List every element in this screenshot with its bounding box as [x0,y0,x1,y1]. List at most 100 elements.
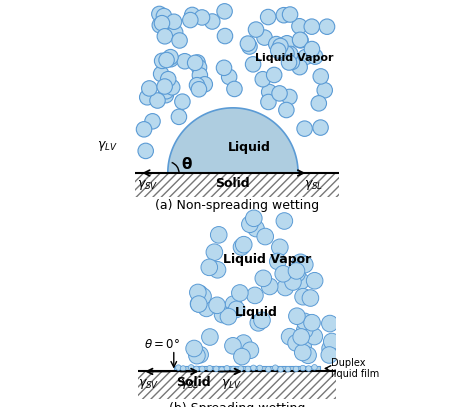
Circle shape [150,93,165,108]
Circle shape [257,30,272,45]
Circle shape [254,312,270,328]
Circle shape [157,28,173,44]
Circle shape [193,366,199,372]
Circle shape [284,54,300,70]
Circle shape [156,8,172,24]
Circle shape [292,254,309,271]
Circle shape [313,69,328,84]
Circle shape [296,322,313,339]
Circle shape [281,55,297,70]
Circle shape [234,348,250,365]
Circle shape [283,46,298,62]
Text: $\gamma_{LV}$: $\gamma_{LV}$ [221,377,242,391]
Circle shape [242,39,257,54]
Circle shape [175,94,190,109]
Circle shape [137,122,152,137]
Circle shape [260,9,276,25]
Circle shape [250,315,266,331]
Text: $\gamma_{LV}$: $\gamma_{LV}$ [97,138,118,153]
Circle shape [262,84,277,100]
Circle shape [272,239,288,256]
Circle shape [281,328,298,345]
Circle shape [297,256,313,273]
Circle shape [209,297,225,314]
Circle shape [321,315,338,332]
Circle shape [279,35,295,51]
Circle shape [277,279,293,296]
Text: $\theta = 0°$: $\theta = 0°$ [144,338,180,351]
Circle shape [311,96,327,111]
Circle shape [304,314,320,331]
Circle shape [158,88,173,103]
Text: Liquid: Liquid [228,140,271,153]
Circle shape [261,94,276,110]
Circle shape [282,89,297,105]
Circle shape [273,365,278,370]
Circle shape [221,69,237,85]
Circle shape [190,284,206,301]
Circle shape [272,85,287,101]
Circle shape [201,259,218,276]
Circle shape [163,49,178,65]
Text: Liquid Vapor: Liquid Vapor [222,253,311,266]
Circle shape [192,346,209,363]
Circle shape [142,81,157,96]
Circle shape [186,340,202,357]
Text: $\gamma_{SL}$: $\gamma_{SL}$ [180,377,199,391]
Circle shape [192,68,208,83]
Circle shape [295,338,311,355]
Circle shape [297,121,312,136]
Text: Duplex
liquid film: Duplex liquid film [331,358,379,379]
Circle shape [300,365,306,371]
Circle shape [187,55,203,70]
Circle shape [289,265,305,282]
Circle shape [322,340,338,357]
Circle shape [190,55,205,70]
Circle shape [275,265,292,282]
Circle shape [207,365,212,371]
Text: $\gamma_{SV}$: $\gamma_{SV}$ [137,178,159,192]
Circle shape [323,333,340,350]
Circle shape [304,42,319,57]
Circle shape [138,143,154,159]
Circle shape [225,337,241,354]
Circle shape [171,109,187,125]
Circle shape [304,19,319,34]
Circle shape [224,365,230,371]
Circle shape [306,366,311,371]
Circle shape [195,288,211,305]
Circle shape [198,300,215,317]
Circle shape [205,14,220,29]
Circle shape [293,366,299,372]
Circle shape [152,6,167,22]
Circle shape [213,366,219,372]
Circle shape [154,66,169,82]
Circle shape [197,77,212,92]
Circle shape [248,22,264,37]
Circle shape [230,366,236,372]
Circle shape [246,210,262,227]
Circle shape [312,365,317,370]
Circle shape [248,220,264,237]
Circle shape [214,306,231,323]
Circle shape [189,347,205,364]
Circle shape [220,309,237,325]
Circle shape [216,60,232,76]
Circle shape [232,284,248,301]
Circle shape [279,102,294,118]
Bar [135,173,339,197]
Circle shape [296,313,313,330]
Circle shape [167,24,183,40]
Text: $\mathbf{\theta}$: $\mathbf{\theta}$ [181,156,193,172]
Circle shape [238,366,244,371]
Circle shape [240,36,255,51]
Circle shape [268,36,284,52]
Circle shape [246,57,261,72]
Circle shape [227,81,242,97]
Circle shape [177,53,192,69]
Circle shape [155,53,170,69]
Circle shape [273,38,288,54]
Circle shape [191,59,207,75]
Circle shape [285,366,291,372]
Circle shape [292,59,308,75]
